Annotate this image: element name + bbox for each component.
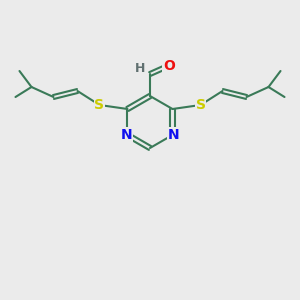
- Text: O: O: [163, 59, 175, 73]
- Text: S: S: [196, 98, 206, 112]
- Text: H: H: [135, 62, 145, 76]
- Text: S: S: [94, 98, 104, 112]
- Text: N: N: [168, 128, 179, 142]
- Text: N: N: [121, 128, 132, 142]
